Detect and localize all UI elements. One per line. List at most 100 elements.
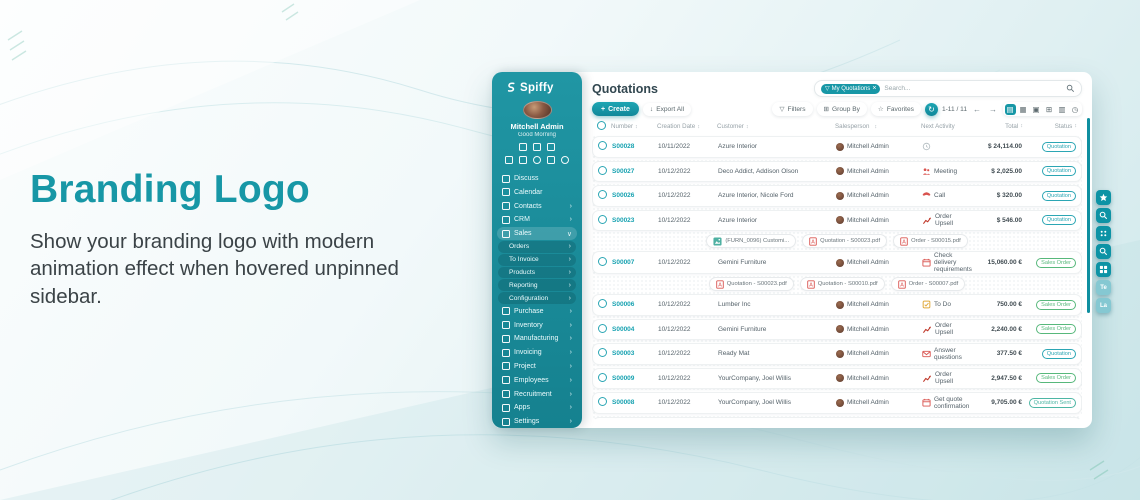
create-button[interactable]: + Create [592,102,639,116]
zoom-button[interactable] [1096,244,1111,259]
filters-button[interactable]: ▽ Filters [772,102,813,116]
row-checkbox[interactable] [598,214,607,224]
search-button[interactable] [1096,208,1111,223]
briefcase-icon[interactable] [533,143,541,152]
scrollbar[interactable] [1087,118,1090,313]
next-activity-cell[interactable]: Answer questions [922,347,962,361]
sidebar-item-project[interactable]: Project › [497,360,577,373]
column-header-creation-date[interactable]: Creation Date ↕ [657,123,700,130]
sidebar-item-inventory[interactable]: Inventory › [497,319,577,332]
pivot-view-button[interactable]: ⊞ [1045,104,1053,114]
quotation-number-link[interactable]: S00009 [612,374,635,382]
sidebar-item-recruitment[interactable]: Recruitment › [497,388,577,401]
sidebar-item-employees[interactable]: Employees › [497,374,577,387]
row-checkbox[interactable] [598,397,607,407]
chat-bubbles-icon[interactable] [519,156,527,165]
quotation-number-link[interactable]: S00007 [612,259,635,266]
sidebar-item-contacts[interactable]: Contacts › [497,200,577,213]
row-checkbox[interactable] [598,257,607,266]
search-input[interactable]: ▽ My Quotations × Search... [814,80,1082,97]
attachment-chip[interactable]: A Order - S00015.pdf [893,234,968,248]
sidebar-item-sales[interactable]: Sales ∨ [497,227,577,241]
attachment-chip[interactable]: A Quotation - S00023.pdf [708,277,794,291]
next-activity-cell[interactable]: Order Upsell [922,213,960,227]
next-activity-cell[interactable]: Meeting [922,167,960,176]
la-button[interactable]: La [1096,298,1111,313]
table-row[interactable]: S00007 10/12/2022 Gemini Furniture Mitchell… [592,251,1082,274]
car-icon[interactable] [505,156,513,165]
grid-button[interactable] [1096,262,1111,277]
export-all-button[interactable]: ↓ Export All [642,102,692,116]
sidebar-item-orders[interactable]: Orders › [498,241,576,253]
graph-view-button[interactable]: ▥ [1058,104,1066,114]
tasks-icon[interactable] [519,143,527,152]
row-checkbox[interactable] [598,141,607,151]
calendar-view-button[interactable]: ▣ [1032,104,1040,114]
sidebar-item-crm[interactable]: CRM › [497,214,577,227]
next-activity-cell[interactable]: Check delivery requirements [922,252,972,273]
prev-page-button[interactable]: ← [973,104,981,114]
row-checkbox[interactable] [598,165,607,175]
lock-icon[interactable] [547,156,555,165]
next-activity-cell[interactable]: Call [922,191,960,200]
row-checkbox[interactable] [598,348,607,358]
table-row[interactable]: S00006 10/12/2022 Lumber Inc Mitchell Admin… [592,294,1082,316]
quotation-number-link[interactable]: S00028 [612,143,635,151]
refresh-button[interactable]: ↻ [924,102,938,116]
group-by-button[interactable]: ⊞ Group By [816,102,867,116]
calendar-small-icon[interactable] [547,143,555,152]
location-icon[interactable] [561,156,569,165]
next-page-button[interactable]: → [989,104,997,114]
quotation-number-link[interactable]: S00008 [612,399,635,407]
activity-view-button[interactable]: ◷ [1071,104,1079,114]
attachment-chip[interactable]: A Order - S00007.pdf [890,277,966,291]
sidebar-item-reporting[interactable]: Reporting › [498,279,576,292]
quotation-number-link[interactable]: S00027 [612,167,635,175]
table-row[interactable]: S00003 10/12/2022 Ready Mat Mitchell Admin A… [592,343,1082,365]
brand-logo[interactable]: Spiffy [492,72,582,99]
sidebar-item-calendar[interactable]: Calendar [497,186,577,199]
list-view-button[interactable]: ▤ [1004,103,1016,115]
sidebar-item-products[interactable]: Products › [498,266,576,279]
next-activity-cell[interactable] [922,142,960,151]
row-checkbox[interactable] [598,323,607,333]
column-header-total[interactable]: Total ↕ [1005,123,1023,130]
te-button[interactable]: Te [1096,280,1111,295]
select-all-checkbox[interactable] [597,121,606,130]
column-header-number[interactable]: Number ↕ [611,123,638,130]
row-checkbox[interactable] [598,299,607,309]
quotation-number-link[interactable]: S00026 [612,192,635,200]
chip-close-icon[interactable]: × [872,85,877,92]
sidebar-item-discuss[interactable]: Discuss [497,172,577,185]
dots-button[interactable] [1096,226,1111,241]
star-button[interactable] [1096,190,1111,205]
attachment-chip[interactable]: A Quotation - S00010.pdf [799,277,885,291]
sidebar-item-to-invoice[interactable]: To Invoice › [498,253,576,266]
quotation-number-link[interactable]: S00003 [612,350,635,358]
next-activity-cell[interactable]: To Do [922,300,960,309]
table-row[interactable]: S00004 10/12/2022 Gemini Furniture Mitchell… [592,318,1082,340]
sidebar-item-invoicing[interactable]: Invoicing › [497,346,577,359]
row-checkbox[interactable] [598,190,607,200]
quotation-number-link[interactable]: S00023 [612,216,635,224]
kanban-view-button[interactable]: ▦ [1019,104,1027,114]
attachment-chip[interactable]: (FURN_0096) Customi... [706,234,797,248]
quotation-number-link[interactable]: S00006 [612,301,635,309]
next-activity-cell[interactable]: Order Upsell [922,371,960,385]
table-row[interactable]: S00009 10/12/2022 YourCompany, Joel Willis… [592,367,1082,389]
column-header-customer[interactable]: Customer ↕ [717,123,749,130]
sidebar-item-settings[interactable]: Settings › [497,415,577,428]
user-avatar[interactable] [522,101,552,120]
next-activity-cell[interactable]: Order Upsell [922,322,960,336]
sidebar-item-manufacturing[interactable]: Manufacturing › [497,333,577,346]
quotation-number-link[interactable]: S00004 [612,325,635,333]
sidebar-item-configuration[interactable]: Configuration › [498,292,576,304]
table-row[interactable]: S00008 10/12/2022 YourCompany, Joel Willis… [592,392,1082,414]
column-header-status[interactable]: Status ↕ [1054,123,1077,130]
column-header-salesperson[interactable]: Salesperson ↕ [835,123,878,130]
attachment-chip[interactable]: A Quotation - S00023.pdf [802,234,888,248]
favorites-button[interactable]: ☆ Favorites [870,102,921,116]
sidebar-item-purchase[interactable]: Purchase › [497,305,577,318]
row-checkbox[interactable] [598,372,607,382]
